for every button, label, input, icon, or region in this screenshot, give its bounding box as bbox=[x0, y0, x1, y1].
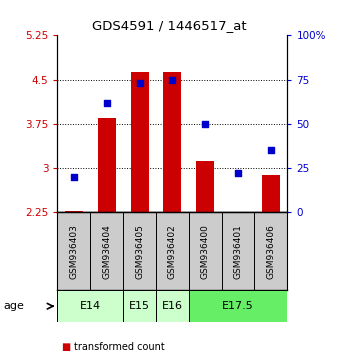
Bar bbox=[229, 212, 247, 214]
Text: GSM936405: GSM936405 bbox=[135, 224, 144, 279]
Text: GSM936401: GSM936401 bbox=[234, 224, 243, 279]
Point bbox=[137, 80, 142, 86]
Bar bbox=[156, 290, 189, 322]
Text: GSM936400: GSM936400 bbox=[201, 224, 210, 279]
Bar bbox=[189, 290, 287, 322]
Text: E15: E15 bbox=[129, 301, 150, 311]
Point bbox=[104, 100, 110, 105]
Text: E17.5: E17.5 bbox=[222, 301, 254, 311]
Text: transformed count: transformed count bbox=[74, 342, 165, 352]
Bar bbox=[57, 290, 123, 322]
Bar bbox=[98, 118, 116, 212]
Point bbox=[71, 174, 77, 180]
Point bbox=[268, 148, 273, 153]
Bar bbox=[123, 290, 156, 322]
Bar bbox=[130, 72, 149, 212]
Text: age: age bbox=[3, 301, 24, 311]
Point bbox=[202, 121, 208, 127]
Text: GSM936403: GSM936403 bbox=[69, 224, 78, 279]
Text: E16: E16 bbox=[162, 301, 183, 311]
Bar bbox=[196, 161, 214, 212]
Text: GSM936406: GSM936406 bbox=[266, 224, 275, 279]
Bar bbox=[163, 72, 182, 212]
Bar bbox=[262, 175, 280, 212]
Point bbox=[170, 77, 175, 82]
Text: E14: E14 bbox=[80, 301, 101, 311]
Bar bbox=[65, 211, 83, 212]
Text: GSM936404: GSM936404 bbox=[102, 224, 111, 279]
Point bbox=[235, 171, 241, 176]
Text: GDS4591 / 1446517_at: GDS4591 / 1446517_at bbox=[92, 19, 246, 32]
Text: ■: ■ bbox=[61, 342, 70, 352]
Text: GSM936402: GSM936402 bbox=[168, 224, 177, 279]
